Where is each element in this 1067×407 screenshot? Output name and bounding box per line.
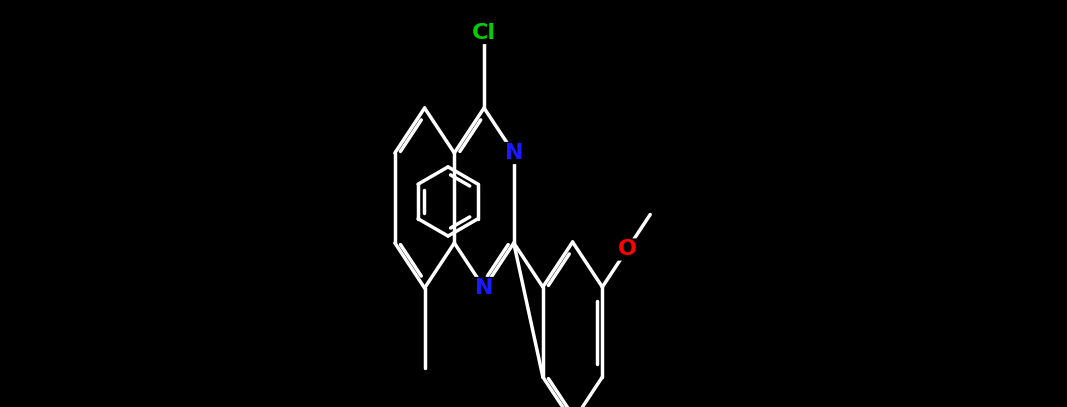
Text: O: O	[618, 239, 637, 260]
Text: Cl: Cl	[472, 23, 496, 43]
Text: N: N	[475, 278, 493, 298]
Text: N: N	[505, 143, 523, 163]
